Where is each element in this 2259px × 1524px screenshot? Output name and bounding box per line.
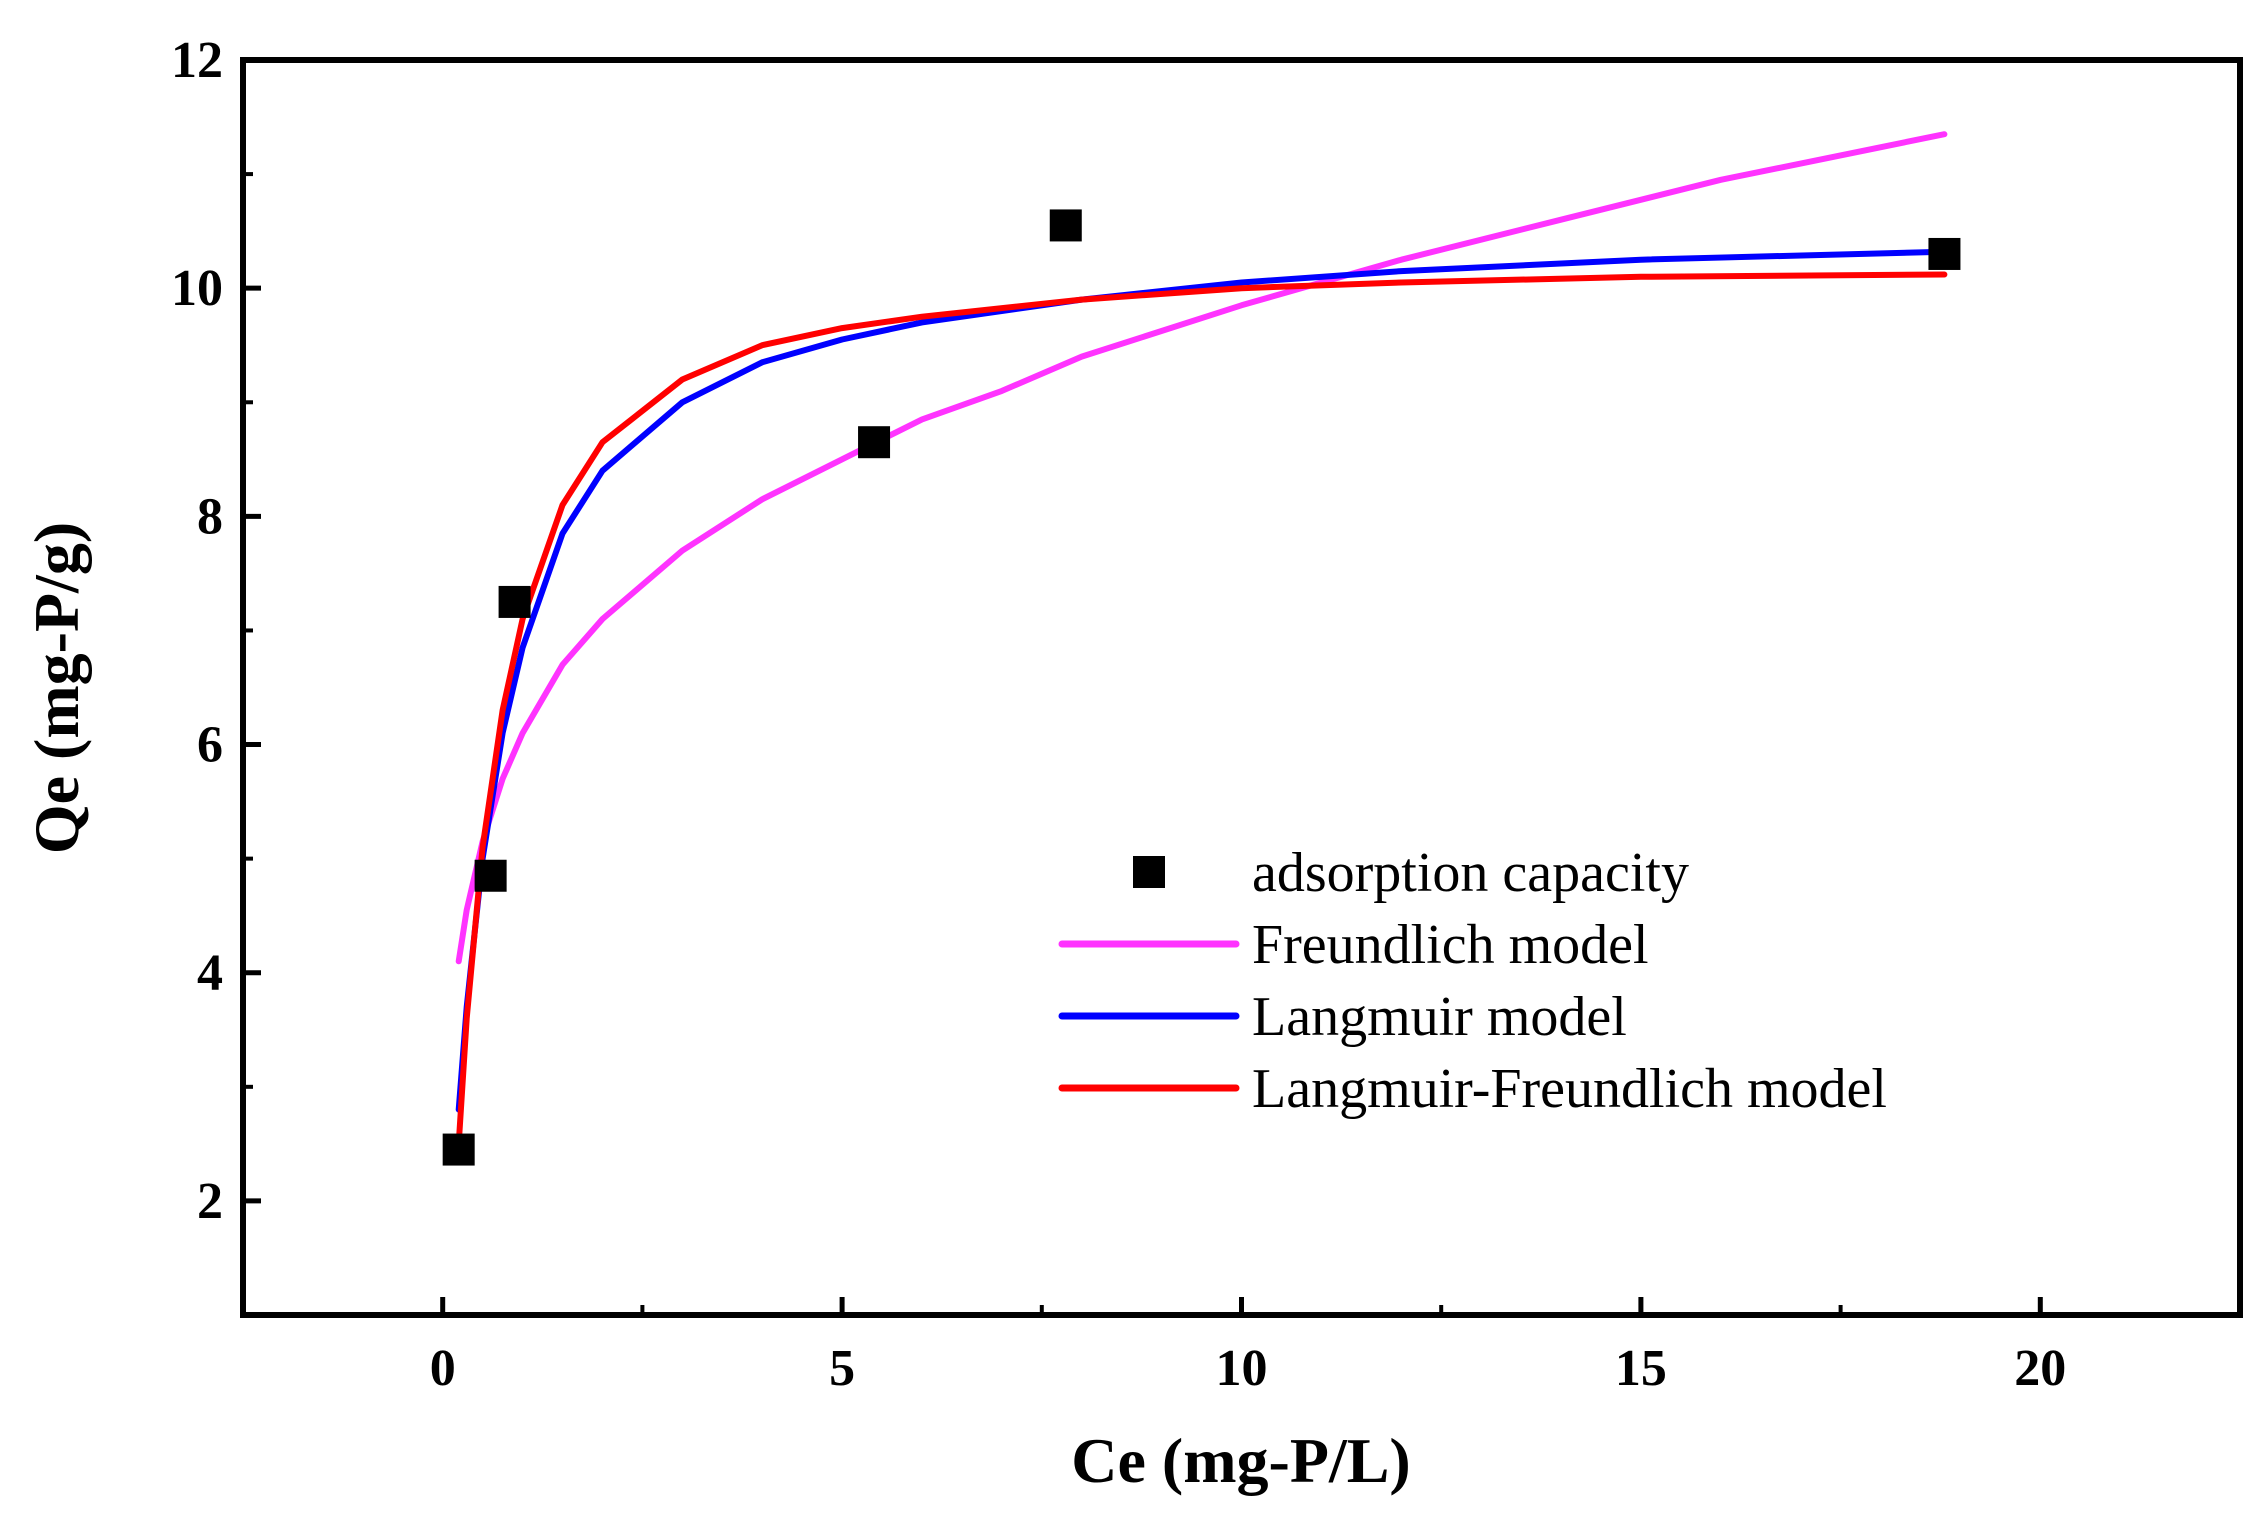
data-point (1049, 209, 1082, 242)
series-line-langmuir-freundlich-model (455, 271, 1948, 1147)
legend-label-langmuir-freundlich-model: Langmuir-Freundlich model (1252, 1058, 1887, 1120)
y-tick-label: 4 (197, 945, 223, 1002)
x-tick-label: 5 (829, 1340, 855, 1397)
x-tick-label: 20 (2014, 1340, 2066, 1397)
model-curves (455, 131, 1948, 1147)
legend-marker-adsorption-capacity (1133, 856, 1165, 888)
data-points (442, 209, 1961, 1166)
y-tick-label: 12 (171, 32, 223, 89)
x-axis: 0 5 10 15 20 (241, 1297, 2242, 1397)
legend-label-adsorption-capacity: adsorption capacity (1252, 842, 1689, 904)
data-point (858, 426, 891, 459)
data-point (1928, 237, 1961, 270)
data-point (498, 585, 531, 618)
y-tick-label: 10 (171, 260, 223, 317)
legend-label-langmuir-model: Langmuir model (1252, 986, 1627, 1048)
y-axis-title: Qe (mg-P/g) (21, 522, 92, 854)
y-tick-label: 6 (197, 717, 223, 774)
legend-label-freundlich-model: Freundlich model (1252, 914, 1649, 976)
data-point (442, 1133, 475, 1166)
legend: adsorption capacity Freundlich model Langm… (1058, 842, 1887, 1120)
data-point (474, 859, 507, 892)
y-tick-label: 2 (197, 1173, 223, 1230)
y-axis: 2 4 6 8 10 12 (171, 32, 261, 1317)
x-tick-label: 10 (1216, 1340, 1268, 1397)
y-tick-label: 8 (197, 488, 223, 545)
x-tick-label: 15 (1615, 1340, 1667, 1397)
series-line-freundlich-model (455, 131, 1948, 965)
x-tick-label: 0 (430, 1340, 456, 1397)
x-axis-title: Ce (mg-P/L) (1071, 1425, 1410, 1496)
